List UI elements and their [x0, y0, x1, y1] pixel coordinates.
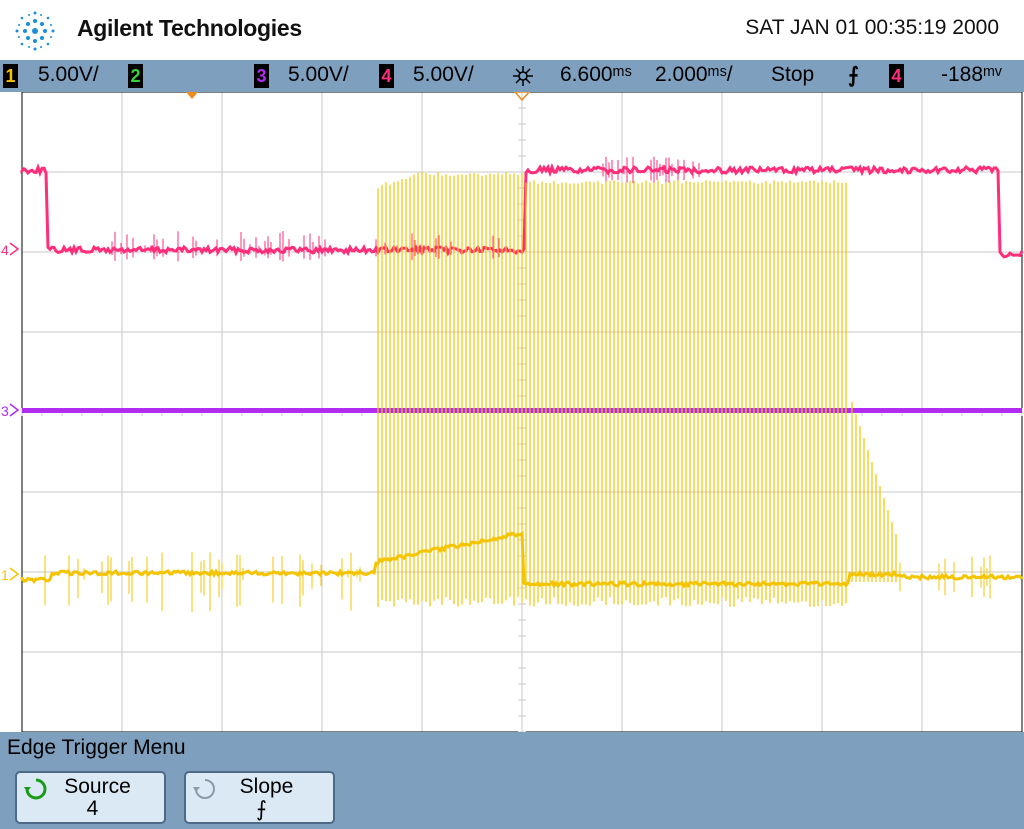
brand-name: Agilent Technologies [77, 15, 302, 41]
channel-4-scale: 5.00V/ [413, 63, 474, 86]
softkey-menu: Edge Trigger Menu Source 4 Slope ⨍ [0, 732, 1024, 829]
delay-reference-icon [514, 92, 530, 102]
source-softkey[interactable]: Source 4 [15, 771, 166, 824]
status-bar: 1 5.00V/ 2 3 5.00V/ 4 5.00V/ 6.600ᵐˢ 2.0… [0, 60, 1024, 92]
channel-1-trace [20, 530, 1024, 589]
slope-value: ⨍ [256, 798, 267, 821]
time-reference-icon [513, 66, 533, 86]
channel-4-ground-marker[interactable]: 4 [1, 242, 9, 258]
waveform-display[interactable]: 4 3 1 [0, 92, 1024, 732]
channel-4-trace [20, 162, 1024, 259]
ground-arrow-icon [9, 403, 20, 417]
source-value: 4 [86, 797, 99, 820]
slope-label: Slope [239, 775, 294, 798]
run-state[interactable]: Stop [771, 63, 815, 86]
channel-3-badge[interactable]: 3 [254, 64, 269, 88]
title-bar: Agilent Technologies SAT JAN 01 00:35:19… [0, 0, 1024, 60]
channel-4-badge[interactable]: 4 [379, 64, 394, 88]
agilent-spark-logo-icon [15, 11, 55, 51]
rotate-knob-icon [24, 778, 47, 800]
waveform-svg: 4 3 1 [1, 92, 1024, 732]
channel-2-badge[interactable]: 2 [128, 64, 143, 88]
trigger-slope-icon: ⨍ [848, 64, 859, 87]
channel-1-badge[interactable]: 1 [3, 64, 18, 88]
time-delay: 6.600ᵐˢ [560, 63, 632, 86]
trigger-level: -188ᵐᵛ [941, 63, 1002, 86]
rotate-knob-icon [193, 779, 215, 799]
trigger-source-badge[interactable]: 4 [889, 64, 904, 88]
date-time: SAT JAN 01 00:35:19 2000 [745, 16, 999, 39]
time-per-division: 2.000ᵐˢ/ [655, 63, 733, 86]
source-label: Source [64, 775, 131, 798]
ground-arrow-icon [9, 567, 20, 581]
menu-title: Edge Trigger Menu [7, 736, 186, 759]
ground-arrow-icon [9, 242, 20, 256]
channel-1-scale: 5.00V/ [38, 63, 99, 86]
channel-1-ground-marker[interactable]: 1 [1, 567, 9, 583]
slope-softkey[interactable]: Slope ⨍ [184, 771, 335, 824]
trigger-position-icon [186, 92, 198, 99]
channel-3-ground-marker[interactable]: 3 [1, 403, 9, 419]
channel-3-scale: 5.00V/ [288, 63, 349, 86]
